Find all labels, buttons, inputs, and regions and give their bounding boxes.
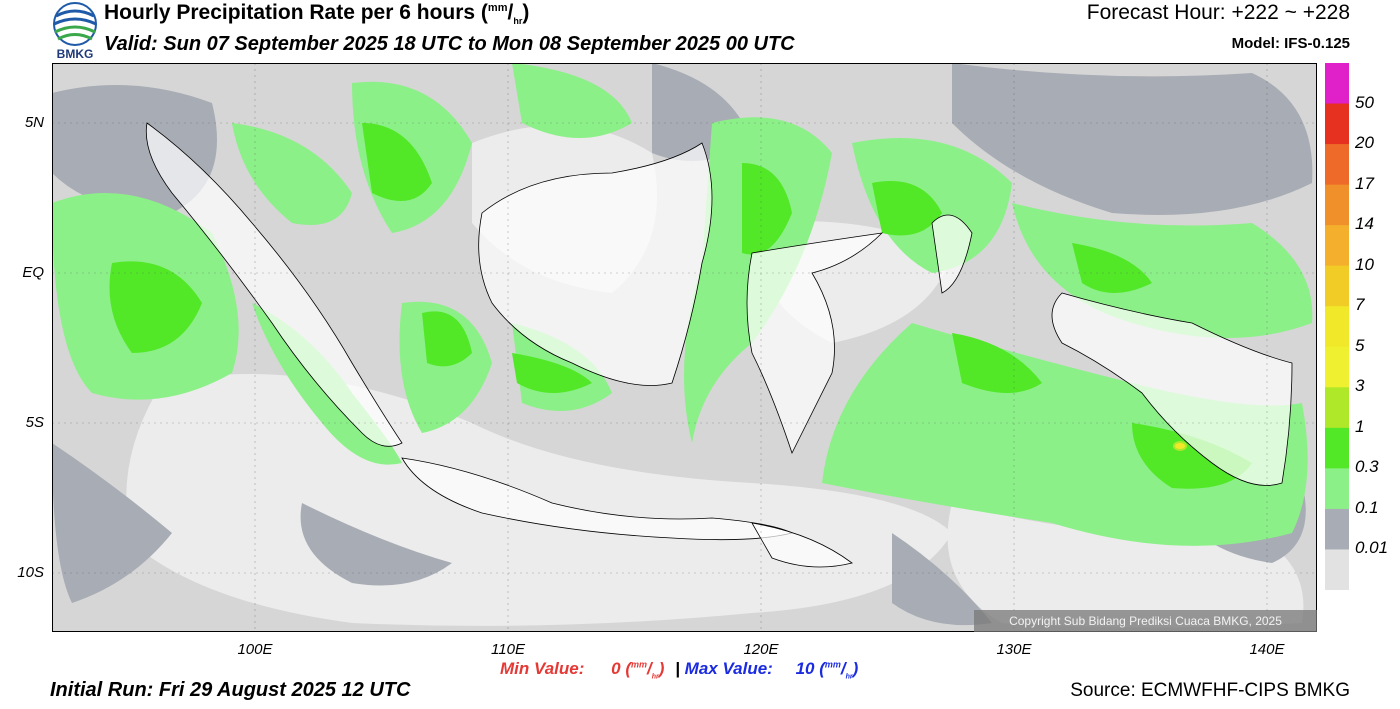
min-label: Min Value:: [500, 659, 585, 678]
colorbar-label: 0.1: [1355, 497, 1379, 517]
lat-label-10s: 10S: [17, 564, 44, 581]
land-masses: [145, 122, 1293, 568]
grid-lines: [52, 63, 1317, 632]
colorbar-swatch: [1325, 103, 1349, 145]
lon-label-100e: 100E: [237, 641, 273, 658]
colorbar-label: 0.01: [1355, 538, 1389, 558]
colorbar-swatch: [1325, 225, 1349, 267]
colorbar-swatch: [1325, 63, 1349, 105]
initial-run: Initial Run: Fri 29 August 2025 12 UTC: [50, 679, 411, 701]
copyright-banner: Copyright Sub Bidang Prediksi Cuaca BMKG…: [974, 610, 1317, 632]
lat-label-eq: EQ: [22, 264, 44, 281]
bmkg-logo: BMKG: [52, 2, 98, 61]
colorbar-label: 50: [1355, 92, 1374, 112]
colorbar-swatch: [1325, 549, 1349, 591]
colorbar-label: 10: [1355, 254, 1374, 274]
max-value: 10: [795, 659, 815, 678]
colorbar-label: 14: [1355, 214, 1374, 234]
min-value: 0: [611, 659, 621, 678]
lon-label-110e: 110E: [491, 641, 525, 658]
lon-label-140e: 140E: [1249, 641, 1285, 658]
lon-label-120e: 120E: [743, 641, 779, 658]
sulawesi-outline: [746, 232, 884, 455]
colorbar-label: 7: [1355, 295, 1365, 315]
colorbar-swatch: [1325, 306, 1349, 348]
lat-label-5n: 5N: [24, 114, 44, 131]
colorbar-swatch: [1325, 144, 1349, 186]
map-frame: [52, 63, 1317, 632]
colorbar-label: 17: [1355, 173, 1374, 193]
model-label: Model: IFS-0.125: [1231, 35, 1350, 52]
timor-outline: [751, 522, 853, 568]
min-max-values: Min Value: 0 (mm/hr) | Max Value: 10 (mm…: [500, 659, 859, 681]
data-source: Source: ECMWFHF-CIPS BMKG: [1070, 680, 1350, 701]
lon-label-130e: 130E: [996, 641, 1032, 658]
borneo-outline: [478, 142, 713, 386]
valid-period: Valid: Sun 07 September 2025 18 UTC to M…: [104, 33, 795, 55]
lat-label-5s: 5S: [25, 414, 44, 431]
colorbar-swatch: [1325, 265, 1349, 307]
forecast-hour: Forecast Hour: +222 ~ +228: [1086, 1, 1350, 24]
colorbar-swatch: [1325, 346, 1349, 388]
colorbar-swatch: [1325, 184, 1349, 226]
colorbar-label: 5: [1355, 335, 1365, 355]
colorbar-label: 0.3: [1355, 457, 1379, 477]
colorbar-label: 1: [1355, 416, 1365, 436]
max-label: Max Value:: [684, 659, 773, 678]
max-precip-spot: [1173, 441, 1187, 451]
precipitation-map: [52, 63, 1317, 632]
colorbar-label: 20: [1355, 133, 1374, 153]
colorbar-label: 3: [1355, 376, 1365, 396]
bright-green-regions: [109, 123, 1252, 489]
colorbar: [1325, 63, 1349, 591]
logo-text: BMKG: [57, 47, 94, 60]
sumatra-outline: [145, 122, 403, 447]
halmahera-outline: [931, 214, 973, 294]
colorbar-swatch: [1325, 387, 1349, 429]
colorbar-swatch: [1325, 508, 1349, 550]
papua-outline: [1051, 292, 1293, 486]
chart-title: Hourly Precipitation Rate per 6 hours (m…: [104, 1, 530, 27]
separator: |: [675, 659, 680, 678]
colorbar-swatch: [1325, 468, 1349, 510]
colorbar-swatch: [1325, 427, 1349, 469]
